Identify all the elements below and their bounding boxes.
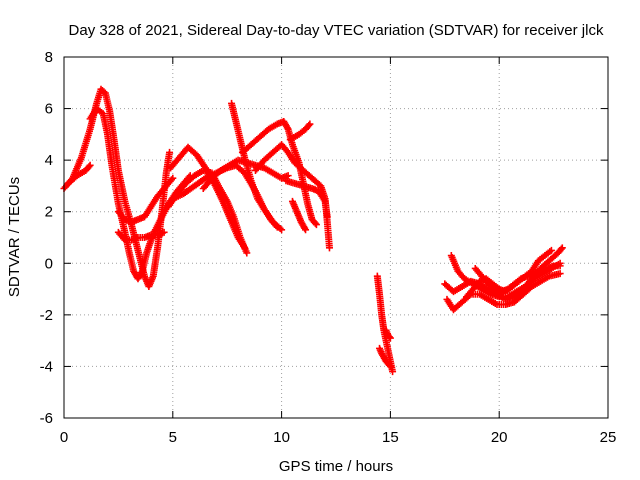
data-point-marker [385, 361, 393, 369]
data-point-marker [386, 362, 394, 370]
series-track-12 [251, 141, 333, 252]
series-track-5 [114, 228, 168, 244]
data-point-marker [241, 244, 249, 252]
x-axis-label: GPS time / hours [279, 458, 393, 475]
data-point-marker [311, 219, 319, 227]
series-track-10 [228, 99, 281, 231]
axis-ticks: 0 5 10 15 20 25 -6 -4 -2 0 2 4 6 8 [40, 49, 617, 446]
series-track-17 [376, 344, 394, 370]
x-tick-label: 10 [273, 429, 290, 446]
data-point-marker [385, 333, 393, 341]
series-track-15 [288, 197, 310, 234]
series-track-14 [282, 177, 331, 221]
series-track-21 [443, 270, 564, 314]
y-tick-label: 8 [45, 49, 53, 66]
x-tick-label: 25 [600, 429, 617, 446]
series-track-13 [286, 120, 314, 144]
plot-frame [63, 56, 609, 419]
y-tick-label: 4 [45, 152, 53, 169]
data-point-marker [302, 226, 310, 234]
data-point-marker [312, 221, 320, 229]
data-point-marker [169, 174, 177, 182]
series-track-18 [382, 326, 394, 342]
grid [64, 57, 608, 418]
data-point-marker [557, 245, 565, 253]
data-point-marker [160, 228, 168, 236]
data-point-marker [166, 148, 174, 156]
data-point-marker [558, 244, 566, 252]
series-track-4 [114, 174, 177, 226]
series-track-23 [471, 262, 564, 296]
data-point-marker [243, 249, 251, 257]
series-track-2 [64, 161, 94, 187]
data-point-marker [86, 161, 94, 169]
data-point-marker [323, 213, 331, 221]
data-point-marker [325, 244, 333, 252]
series-track-20 [447, 252, 564, 301]
data-point-marker [305, 121, 313, 129]
data-point-marker [556, 262, 564, 270]
data-point-marker [278, 226, 286, 234]
y-tick-label: 6 [45, 101, 53, 118]
x-tick-label: 15 [382, 429, 399, 446]
data-point-marker [273, 223, 281, 231]
y-tick-label: -6 [40, 410, 53, 427]
data-point-marker [389, 368, 397, 376]
y-tick-label: 2 [45, 204, 53, 221]
y-axis-label: SDTVAR / TECUs [6, 177, 23, 297]
data-points [60, 85, 566, 376]
data-point-marker [85, 163, 93, 171]
series-track-7 [167, 143, 249, 252]
chart-title: Day 328 of 2021, Sidereal Day-to-day VTE… [69, 22, 604, 39]
data-point-marker [547, 246, 555, 254]
x-tick-label: 0 [60, 429, 68, 446]
y-tick-label: 0 [45, 255, 53, 272]
data-point-marker [306, 120, 314, 128]
x-tick-label: 20 [491, 429, 508, 446]
data-point-marker [556, 270, 564, 278]
x-tick-label: 5 [169, 429, 177, 446]
y-tick-label: -4 [40, 358, 53, 375]
y-tick-label: -2 [40, 307, 53, 324]
data-point-marker [386, 334, 394, 342]
